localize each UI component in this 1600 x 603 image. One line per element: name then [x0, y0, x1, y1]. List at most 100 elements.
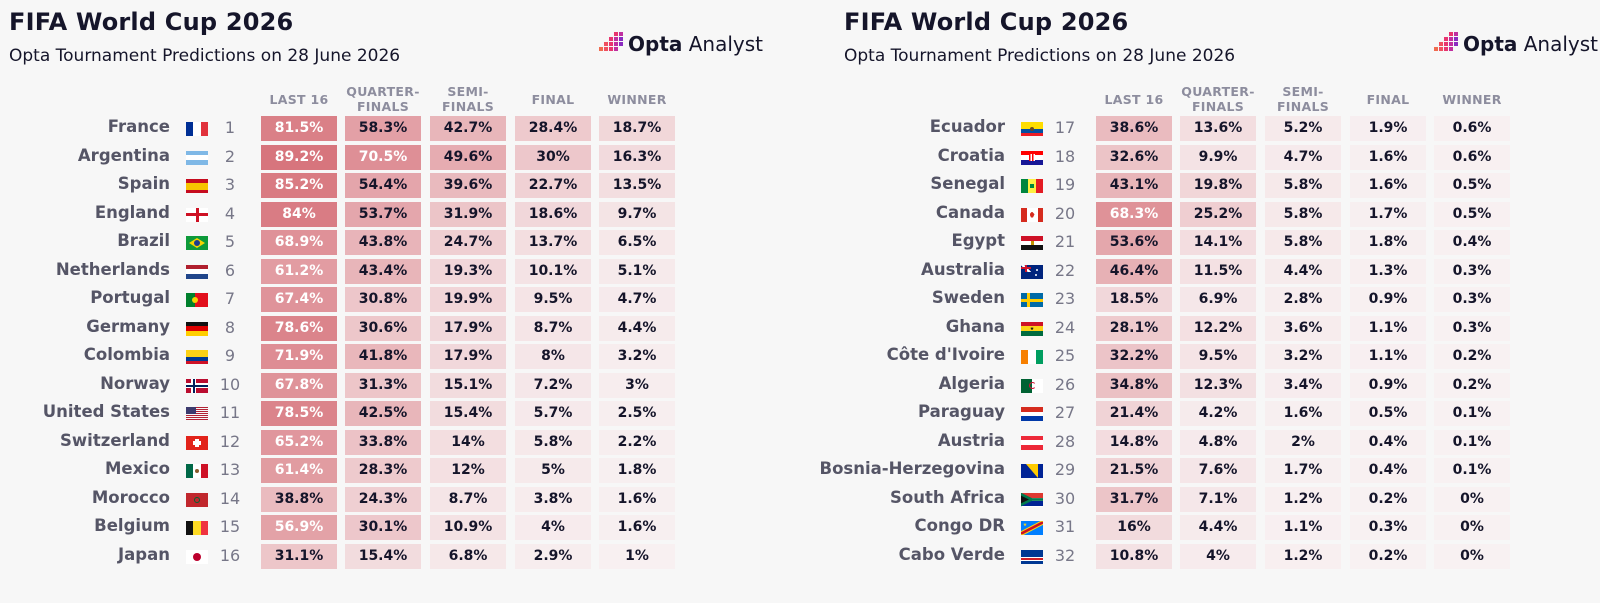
- probability-cell: 43.8%: [345, 230, 421, 255]
- probability-cell: 0.1%: [1434, 429, 1510, 455]
- team-name: Senegal: [930, 174, 1005, 193]
- probability-cell: 5.8%: [1265, 230, 1341, 255]
- column-header-1: QUARTER- FINALS: [1180, 84, 1256, 114]
- column-header-0: LAST 16: [1096, 92, 1172, 107]
- probability-cell: 0.1%: [1434, 458, 1510, 483]
- table-row: Austria 28 14.8% 4.8% 2% 0.4% 0.1%: [835, 429, 1600, 456]
- probability-cell: 0.2%: [1434, 372, 1510, 398]
- table-row: Morocco 14 38.8% 24.3% 8.7% 3.8% 1.6%: [0, 486, 780, 513]
- rank-number: 28: [1054, 431, 1076, 451]
- netherlands-flag-icon: [186, 264, 208, 279]
- header-line: QUARTER-: [1181, 84, 1255, 99]
- probability-cell: 4.8%: [1180, 429, 1256, 455]
- probability-cell: 81.5%: [261, 116, 337, 141]
- probability-cell: 1.6%: [599, 486, 675, 512]
- rank-number: 17: [1054, 118, 1076, 137]
- column-header-1: QUARTER- FINALS: [345, 84, 421, 114]
- ecuador-flag-icon: [1021, 122, 1043, 136]
- table-row: Australia 22 46.4% 11.5% 4.4% 1.3% 0.3%: [835, 258, 1600, 285]
- rank-number: 22: [1054, 260, 1076, 280]
- probability-cell: 3.6%: [1265, 315, 1341, 341]
- probability-cell: 2.5%: [599, 401, 675, 426]
- table-row: Ghana 24 28.1% 12.2% 3.6% 1.1% 0.3%: [835, 315, 1600, 342]
- table-row: Cabo Verde 32 10.8% 4% 1.2% 0.2% 0%: [835, 543, 1600, 570]
- probability-cell: 12%: [430, 458, 506, 483]
- probability-cell: 13.6%: [1180, 116, 1256, 141]
- austria-flag-icon: [1021, 435, 1043, 450]
- probability-cell: 0.5%: [1434, 173, 1510, 198]
- probability-cell: 2.9%: [515, 543, 591, 569]
- probability-cell: 1.6%: [1265, 401, 1341, 426]
- team-name: Paraguay: [918, 402, 1005, 421]
- probability-cell: 0.6%: [1434, 116, 1510, 141]
- team-name: Belgium: [94, 516, 170, 535]
- probability-cell: 1.7%: [1350, 201, 1426, 227]
- argentina-flag-icon: [186, 150, 208, 165]
- rank-number: 12: [219, 431, 241, 451]
- header-line: FINAL: [531, 92, 575, 107]
- table-row: South Africa 30 31.7% 7.1% 1.2% 0.2% 0%: [835, 486, 1600, 513]
- logo-suffix: Analyst: [682, 32, 763, 56]
- probability-cell: 28.3%: [345, 458, 421, 483]
- probability-cell: 0.2%: [1434, 344, 1510, 369]
- team-name: Netherlands: [55, 259, 170, 279]
- team-name: Sweden: [931, 288, 1005, 307]
- paraguay-flag-icon: [1021, 407, 1043, 421]
- probability-cell: 6.9%: [1180, 287, 1256, 312]
- probability-cell: 34.8%: [1096, 372, 1172, 398]
- probability-cell: 31.1%: [261, 543, 337, 569]
- table-row: Senegal 19 43.1% 19.8% 5.8% 1.6% 0.5%: [835, 173, 1600, 199]
- table-row: Argentina 2 89.2% 70.5% 49.6% 30% 16.3%: [0, 144, 780, 171]
- logo-text: Opta Analyst: [1463, 32, 1598, 56]
- ghana-flag-icon: [1021, 321, 1043, 336]
- probability-cell: 0.3%: [1434, 315, 1510, 341]
- probability-cell: 43.4%: [345, 258, 421, 284]
- rank-number: 20: [1054, 203, 1076, 223]
- probability-cell: 12.3%: [1180, 372, 1256, 398]
- team-name: England: [94, 202, 170, 222]
- column-header-2: SEMI- FINALS: [1265, 84, 1341, 114]
- probability-cell: 12.2%: [1180, 315, 1256, 341]
- probability-cell: 1.1%: [1265, 515, 1341, 540]
- morocco-flag-icon: [186, 492, 208, 507]
- probability-cell: 9.9%: [1180, 144, 1256, 170]
- probability-cell: 43.1%: [1096, 173, 1172, 198]
- rank-number: 6: [224, 260, 236, 280]
- probability-cell: 0.5%: [1350, 401, 1426, 426]
- rank-number: 11: [219, 403, 241, 422]
- column-header-4: WINNER: [1434, 92, 1510, 107]
- table-row: Germany 8 78.6% 30.6% 17.9% 8.7% 4.4%: [0, 315, 780, 342]
- rank-number: 18: [1054, 146, 1076, 166]
- probability-cell: 5.8%: [1265, 201, 1341, 227]
- opta-logo-mark-icon: [1433, 30, 1459, 56]
- table-row: Paraguay 27 21.4% 4.2% 1.6% 0.5% 0.1%: [835, 401, 1600, 427]
- rank-number: 21: [1054, 232, 1076, 251]
- probability-cell: 1.8%: [1350, 230, 1426, 255]
- probability-cell: 0.5%: [1434, 201, 1510, 227]
- table-row: England 4 84% 53.7% 31.9% 18.6% 9.7%: [0, 201, 780, 228]
- team-name: Côte d'Ivoire: [886, 345, 1005, 364]
- rank-number: 3: [224, 175, 236, 194]
- south-africa-flag-icon: [1021, 492, 1043, 507]
- probability-cell: 70.5%: [345, 144, 421, 170]
- probability-cell: 2%: [1265, 429, 1341, 455]
- probability-cell: 15.4%: [345, 543, 421, 569]
- column-header-3: FINAL: [1350, 92, 1426, 107]
- rank-number: 13: [219, 460, 241, 479]
- probability-cell: 71.9%: [261, 344, 337, 369]
- probability-cell: 0%: [1434, 486, 1510, 512]
- cote-divoire-flag-icon: [1021, 350, 1043, 364]
- team-name: Colombia: [83, 345, 170, 364]
- logo-text: Opta Analyst: [628, 32, 763, 56]
- rank-number: 29: [1054, 460, 1076, 479]
- probability-cell: 30.8%: [345, 287, 421, 312]
- probability-cell: 6.5%: [599, 230, 675, 255]
- probability-cell: 14%: [430, 429, 506, 455]
- portugal-flag-icon: [186, 293, 208, 307]
- probability-cell: 1.2%: [1265, 543, 1341, 569]
- header-line: FINALS: [356, 99, 410, 114]
- japan-flag-icon: [186, 549, 208, 564]
- table-row: Bosnia-Herzegovina 29 21.5% 7.6% 1.7% 0.4% 0.1…: [820, 458, 1600, 484]
- rank-number: 30: [1054, 488, 1076, 508]
- probability-cell: 38.6%: [1096, 116, 1172, 141]
